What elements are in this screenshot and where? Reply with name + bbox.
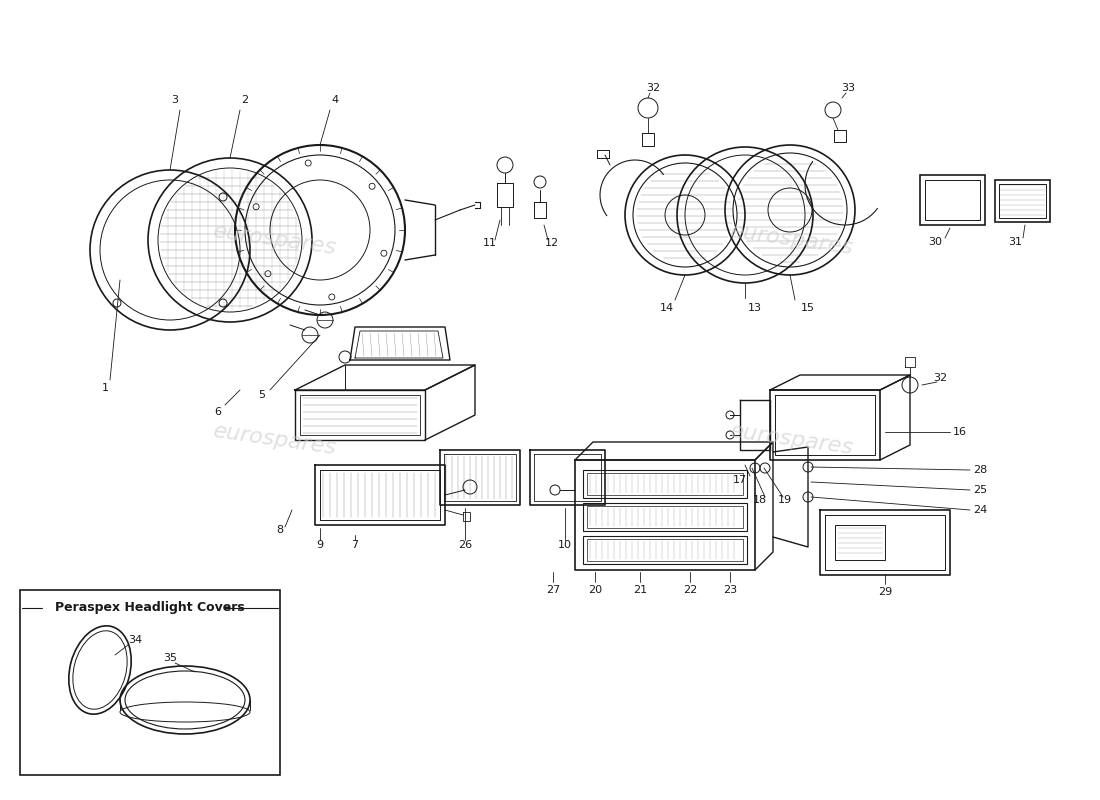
Bar <box>20 590 281 775</box>
Bar <box>920 175 984 225</box>
Text: 28: 28 <box>972 465 987 475</box>
Bar <box>835 525 886 560</box>
Text: 4: 4 <box>331 95 339 105</box>
Text: eurospares: eurospares <box>729 422 855 458</box>
Bar <box>583 503 747 531</box>
Text: 8: 8 <box>276 525 284 535</box>
Text: Peraspex Headlight Covers: Peraspex Headlight Covers <box>55 602 245 614</box>
Text: 18: 18 <box>752 495 767 505</box>
Text: 16: 16 <box>953 427 967 437</box>
Text: 14: 14 <box>660 303 674 313</box>
Text: 3: 3 <box>172 95 178 105</box>
Bar <box>300 395 420 435</box>
Bar <box>583 470 747 498</box>
Text: 12: 12 <box>544 238 559 248</box>
Text: 23: 23 <box>723 585 737 595</box>
Text: 2: 2 <box>241 95 249 105</box>
Text: 22: 22 <box>683 585 697 595</box>
Text: 17: 17 <box>733 475 747 485</box>
Text: eurospares: eurospares <box>729 222 855 258</box>
Text: 1: 1 <box>101 383 109 393</box>
Text: 32: 32 <box>646 83 660 93</box>
Text: 26: 26 <box>458 540 472 550</box>
Text: 31: 31 <box>1008 237 1022 247</box>
Bar <box>587 539 742 561</box>
Text: 32: 32 <box>933 373 947 383</box>
Bar <box>999 184 1046 218</box>
Text: 9: 9 <box>317 540 323 550</box>
Text: 10: 10 <box>558 540 572 550</box>
Text: 19: 19 <box>778 495 792 505</box>
Text: 35: 35 <box>163 653 177 663</box>
Text: 13: 13 <box>748 303 762 313</box>
Text: 15: 15 <box>801 303 815 313</box>
Bar <box>583 536 747 564</box>
Text: 24: 24 <box>972 505 987 515</box>
Bar <box>996 180 1050 222</box>
Bar <box>587 506 742 528</box>
Text: 21: 21 <box>632 585 647 595</box>
Text: 7: 7 <box>351 540 359 550</box>
Text: 11: 11 <box>483 238 497 248</box>
Text: 34: 34 <box>128 635 142 645</box>
Text: 33: 33 <box>842 83 855 93</box>
Text: 25: 25 <box>972 485 987 495</box>
Text: 30: 30 <box>928 237 942 247</box>
Text: 20: 20 <box>587 585 602 595</box>
Text: 6: 6 <box>214 407 221 417</box>
Bar <box>587 473 742 495</box>
Text: 27: 27 <box>546 585 560 595</box>
Text: eurospares: eurospares <box>212 422 338 458</box>
Text: 5: 5 <box>258 390 265 400</box>
Bar <box>925 180 980 220</box>
Text: eurospares: eurospares <box>212 222 338 258</box>
Text: 29: 29 <box>878 587 892 597</box>
